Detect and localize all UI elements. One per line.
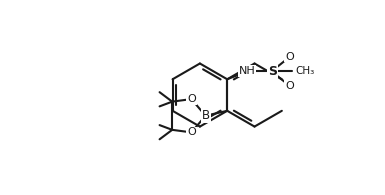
Text: CH₃: CH₃ bbox=[295, 66, 315, 76]
Text: O: O bbox=[285, 81, 294, 91]
Text: NH: NH bbox=[239, 66, 255, 76]
Text: O: O bbox=[187, 94, 196, 104]
Text: B: B bbox=[201, 109, 209, 122]
Text: O: O bbox=[285, 52, 294, 62]
Text: O: O bbox=[187, 127, 196, 137]
Text: S: S bbox=[268, 65, 277, 78]
